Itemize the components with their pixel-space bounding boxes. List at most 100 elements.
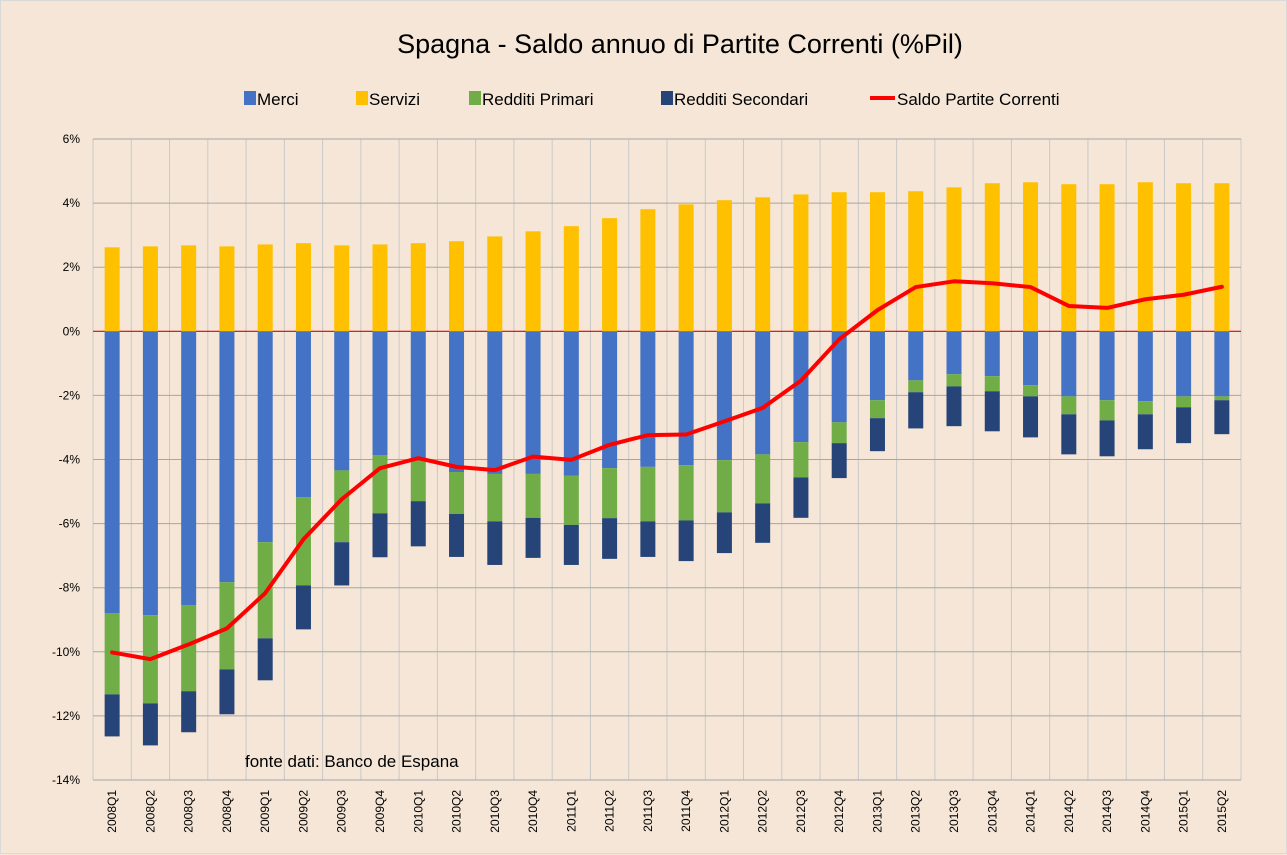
bar-merci — [487, 331, 503, 474]
bar-servizi — [181, 245, 197, 332]
bar-servizi — [869, 192, 885, 332]
y-tick-label: -2% — [59, 388, 81, 402]
bar-redditi-primari — [525, 473, 541, 518]
bar-merci — [142, 331, 158, 616]
bar-redditi-secondari — [525, 517, 541, 558]
legend-swatch — [244, 91, 256, 105]
x-tick-label: 2012Q3 — [794, 790, 808, 833]
bar-servizi — [716, 200, 732, 332]
y-tick-label: 6% — [63, 132, 81, 146]
bar-redditi-secondari — [1137, 414, 1153, 450]
bar-redditi-primari — [410, 458, 426, 502]
bar-merci — [678, 331, 694, 466]
y-tick-label: 2% — [63, 260, 81, 274]
bar-redditi-secondari — [181, 691, 197, 733]
bar-merci — [449, 331, 465, 472]
bar-merci — [755, 331, 771, 455]
line-layer — [110, 279, 1224, 662]
legend: Merci Servizi Redditi Primari Redditi Secon… — [244, 90, 1060, 109]
bar-servizi — [1176, 183, 1192, 332]
bar-redditi-primari — [1061, 396, 1077, 415]
bar-redditi-secondari — [487, 521, 503, 565]
x-tick-label: 2009Q3 — [335, 790, 349, 833]
bar-servizi — [831, 192, 847, 332]
bar-merci — [1061, 331, 1077, 397]
bar-redditi-primari — [563, 475, 579, 525]
bar-redditi-primari — [602, 468, 618, 519]
chart-title: Spagna - Saldo annuo di Partite Correnti… — [397, 29, 963, 59]
bar-servizi — [1099, 184, 1115, 332]
x-tick-label: 2010Q2 — [450, 790, 464, 833]
x-tick-label: 2012Q1 — [717, 790, 731, 833]
x-tick-label: 2012Q4 — [832, 790, 846, 833]
x-tick-label: 2008Q3 — [182, 790, 196, 833]
bar-merci — [984, 331, 1000, 377]
bar-servizi — [946, 187, 962, 332]
bar-redditi-secondari — [410, 501, 426, 547]
x-tick-label: 2008Q4 — [220, 790, 234, 833]
bar-servizi — [372, 244, 388, 332]
bar-servizi — [1214, 183, 1230, 332]
bar-merci — [716, 331, 732, 461]
legend-swatch — [661, 91, 673, 105]
bar-redditi-primari — [1023, 385, 1039, 397]
bar-redditi-secondari — [869, 418, 885, 452]
bar-redditi-secondari — [449, 513, 465, 557]
bar-merci — [104, 331, 120, 614]
bar-redditi-primari — [946, 374, 962, 387]
bar-redditi-secondari — [372, 513, 388, 558]
bar-servizi — [793, 194, 809, 332]
x-tick-label: 2014Q4 — [1138, 790, 1152, 833]
bar-merci — [525, 331, 541, 474]
y-tick-label: -14% — [52, 773, 80, 787]
bar-merci — [908, 331, 924, 381]
bar-redditi-primari — [1176, 396, 1192, 408]
legend-label: Servizi — [369, 90, 420, 109]
bar-merci — [793, 331, 809, 443]
bar-redditi-secondari — [1023, 396, 1039, 438]
x-tick-label: 2010Q3 — [488, 790, 502, 833]
y-tick-label: 0% — [63, 324, 81, 338]
bar-servizi — [1023, 182, 1039, 332]
bar-redditi-primari — [869, 400, 885, 419]
legend-label: Redditi Primari — [482, 90, 593, 109]
x-tick-label: 2009Q1 — [258, 790, 272, 833]
bar-redditi-primari — [334, 470, 350, 543]
x-tick-label: 2008Q2 — [143, 790, 157, 833]
legend-label: Merci — [257, 90, 299, 109]
bar-merci — [181, 331, 197, 606]
bar-servizi — [104, 247, 120, 332]
x-tick-label: 2013Q1 — [870, 790, 884, 833]
line-saldo-partite-correnti — [110, 279, 1224, 662]
bar-merci — [410, 331, 426, 459]
legend-label: Saldo Partite Correnti — [897, 90, 1060, 109]
y-tick-label: -4% — [59, 453, 81, 467]
x-tick-label: 2011Q2 — [603, 790, 617, 832]
bar-redditi-secondari — [1176, 407, 1192, 444]
bar-redditi-secondari — [334, 542, 350, 586]
bar-redditi-secondari — [257, 638, 273, 681]
bar-redditi-primari — [984, 376, 1000, 392]
bar-servizi — [1137, 182, 1153, 332]
bar-redditi-primari — [793, 442, 809, 478]
legend-line-swatch — [870, 96, 895, 100]
y-axis: 6% 4% 2% 0% -2% -4% -6% -8% -10% -12% -14% — [52, 132, 80, 787]
bar-merci — [563, 331, 579, 476]
bar-redditi-secondari — [563, 524, 579, 565]
bar-servizi — [755, 197, 771, 332]
bar-merci — [1214, 331, 1230, 397]
bar-servizi — [257, 244, 273, 332]
legend-item: Merci — [244, 90, 299, 109]
x-tick-label: 2015Q2 — [1215, 790, 1229, 833]
bar-merci — [372, 331, 388, 456]
x-tick-label: 2008Q1 — [105, 790, 119, 833]
x-tick-label: 2014Q2 — [1062, 790, 1076, 833]
bar-redditi-primari — [831, 422, 847, 444]
bar-servizi — [1061, 184, 1077, 332]
bar-redditi-secondari — [678, 520, 694, 562]
bar-redditi-primari — [716, 460, 732, 513]
legend-swatch — [356, 91, 368, 105]
bar-servizi — [984, 183, 1000, 332]
